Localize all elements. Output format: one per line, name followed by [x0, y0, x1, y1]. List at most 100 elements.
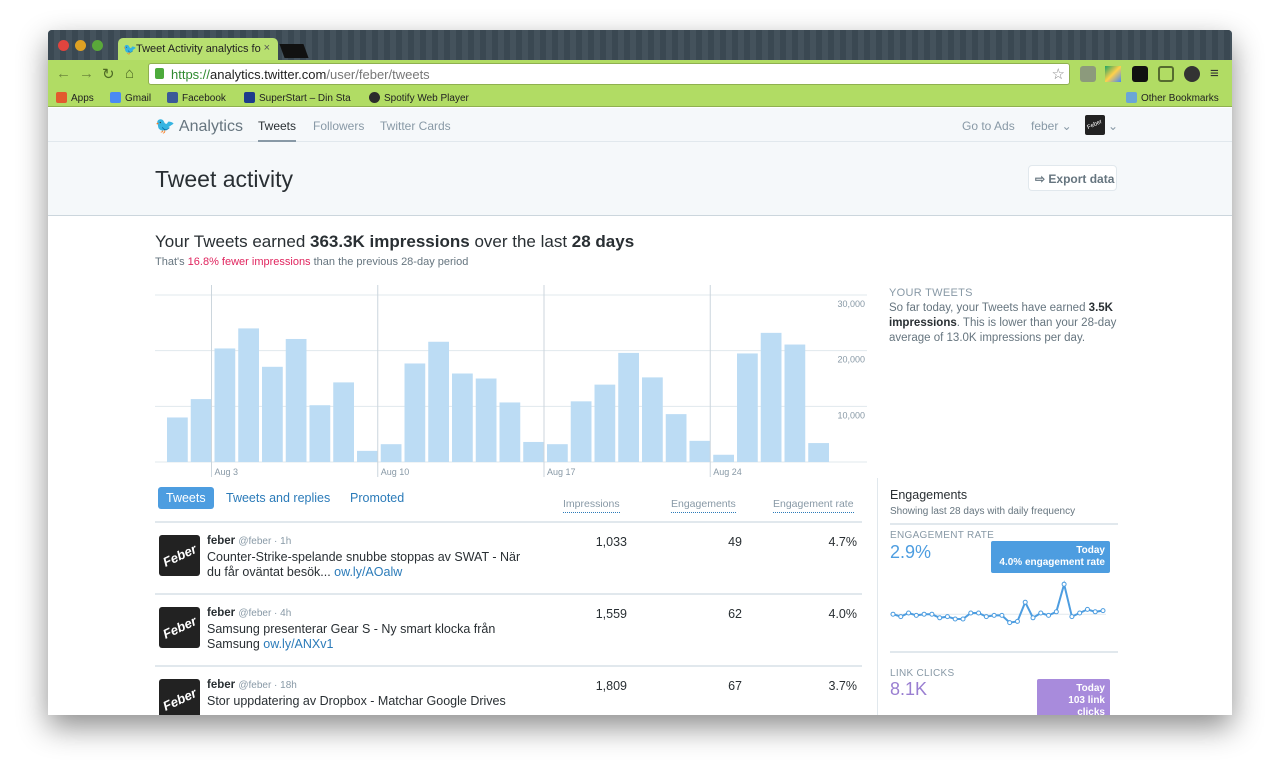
- tweet-link[interactable]: ow.ly/ANXv1: [263, 637, 334, 651]
- other-bookmarks[interactable]: Other Bookmarks: [1126, 92, 1219, 104]
- tab-close-icon[interactable]: ×: [263, 42, 270, 54]
- engagement-rate-value: 2.9%: [890, 542, 932, 562]
- avatar-text: Feber: [160, 541, 199, 570]
- column-impressions[interactable]: Impressions: [563, 498, 620, 513]
- sparkline-point: [890, 611, 896, 617]
- bookmark-label: Facebook: [182, 93, 226, 104]
- comparison-change: 16.8% fewer impressions: [187, 256, 311, 268]
- x-tick-label: Aug 17: [547, 467, 576, 477]
- divider: [890, 523, 1118, 525]
- tweet-meta: @feber · 4h: [238, 608, 292, 619]
- bookmark-gmail[interactable]: Gmail: [110, 92, 151, 104]
- address-bar[interactable]: https://analytics.twitter.com/user/feber…: [148, 63, 1070, 85]
- tweet-row[interactable]: Feber feber @feber · 1h Counter-Strike-s…: [155, 523, 862, 595]
- nav-tweets[interactable]: Tweets: [258, 119, 297, 143]
- bar: [285, 338, 307, 462]
- sparkline-point: [1061, 581, 1067, 587]
- bookmark-label: SuperStart – Din Sta: [259, 93, 351, 104]
- bookmark-facebook[interactable]: Facebook: [167, 92, 226, 104]
- bar: [357, 450, 378, 462]
- engagement-rate-tooltip: Today 4.0% engagement rate: [991, 541, 1110, 573]
- mail-extension-icon[interactable]: [1080, 66, 1096, 82]
- sparkline-point: [1092, 609, 1098, 615]
- divider: [155, 521, 862, 523]
- tweet-link[interactable]: ow.ly/AOalw: [334, 565, 403, 579]
- link-clicks-value: 8.1K: [890, 679, 928, 699]
- tab-tweets-and-replies[interactable]: Tweets and replies: [226, 491, 331, 505]
- tab-tweets[interactable]: Tweets: [158, 487, 214, 509]
- tweet-author[interactable]: feber: [207, 535, 236, 547]
- tweet-engagements: 49: [728, 535, 742, 549]
- back-icon[interactable]: ←: [56, 65, 71, 82]
- column-engagements[interactable]: Engagements: [671, 498, 736, 513]
- bookmark-spotify[interactable]: Spotify Web Player: [369, 92, 469, 104]
- comparison-text: than the previous 28-day period: [310, 256, 469, 268]
- bookmark-superstart[interactable]: SuperStart – Din Sta: [244, 92, 354, 104]
- x-tick-label: Aug 3: [215, 467, 239, 477]
- summary-text: over the last: [469, 232, 572, 251]
- avatar-text: Feber: [160, 613, 199, 642]
- engagements-title: Engagements: [890, 488, 968, 502]
- sparkline-point: [1053, 609, 1059, 615]
- cast-icon[interactable]: [1158, 66, 1174, 82]
- go-to-ads-link[interactable]: Go to Ads: [962, 119, 1015, 133]
- analytics-logo[interactable]: 🐦 Analytics: [155, 116, 243, 136]
- browser-tab[interactable]: 🐦 Tweet Activity analytics fo ×: [118, 38, 278, 60]
- close-window-button[interactable]: [58, 40, 69, 51]
- export-data-button[interactable]: ⇨ Export data: [1028, 165, 1117, 191]
- bookmark-apps[interactable]: Apps: [56, 92, 94, 104]
- brand-label: Analytics: [178, 118, 243, 135]
- reload-icon[interactable]: ↻: [102, 66, 115, 83]
- pocket-extension-icon[interactable]: [1184, 66, 1200, 82]
- sparkline-point: [983, 614, 989, 620]
- bar: [570, 401, 592, 462]
- owl-extension-icon[interactable]: [1132, 66, 1148, 82]
- avatar[interactable]: Feber: [159, 607, 200, 648]
- tweet-engagements: 62: [728, 607, 742, 621]
- impressions-comparison: That's 16.8% fewer impressions than the …: [155, 256, 468, 268]
- sparkline-point: [1030, 615, 1036, 621]
- minimize-window-button[interactable]: [75, 40, 86, 51]
- column-engagement-rate[interactable]: Engagement rate: [773, 498, 854, 513]
- account-avatar[interactable]: Feber: [1085, 115, 1105, 135]
- user-menu[interactable]: feber ⌄: [1031, 119, 1072, 133]
- forward-icon[interactable]: →: [79, 65, 94, 82]
- tab-promoted[interactable]: Promoted: [350, 491, 405, 505]
- menu-icon[interactable]: ≡: [1210, 65, 1219, 82]
- nav-followers[interactable]: Followers: [313, 119, 365, 133]
- engagements-subtitle: Showing last 28 days with daily frequenc…: [890, 506, 1076, 517]
- sparkline-point: [1100, 608, 1106, 614]
- tweet-engagements: 67: [728, 679, 742, 693]
- lock-icon: [155, 68, 164, 79]
- browser-window: 🐦 Tweet Activity analytics fo × ← → ↻ ⌂ …: [48, 30, 1232, 715]
- nav-twitter-cards[interactable]: Twitter Cards: [380, 119, 451, 133]
- engagements-panel: Engagements Showing last 28 days with da…: [877, 478, 1118, 715]
- top-navigation: 🐦 Analytics Tweets Followers Twitter Card…: [48, 108, 1232, 143]
- your-tweets-text: . This is lower than your 28-day average…: [889, 317, 1117, 344]
- tweet-author[interactable]: feber: [207, 679, 236, 691]
- bar: [214, 348, 236, 462]
- home-icon[interactable]: ⌂: [125, 65, 135, 82]
- comparison-text: That's: [155, 256, 188, 268]
- sparkline-point: [913, 612, 919, 618]
- bar: [190, 399, 212, 462]
- avatar[interactable]: Feber: [159, 535, 200, 576]
- y-tick-label: 20,000: [837, 355, 865, 365]
- sparkline-point: [906, 610, 912, 616]
- zoom-window-button[interactable]: [92, 40, 103, 51]
- sparkline-point: [991, 612, 997, 618]
- tweet-row[interactable]: Feber feber @feber · 4h Samsung presente…: [155, 595, 862, 667]
- bookmark-star-icon[interactable]: ☆: [1051, 66, 1065, 83]
- bar: [262, 366, 283, 462]
- sparkline-point: [1069, 614, 1075, 620]
- bookmark-label: Apps: [71, 93, 94, 104]
- page-header: Tweet activity ⇨ Export data: [48, 142, 1232, 216]
- chevron-down-icon[interactable]: ⌄: [1108, 119, 1119, 133]
- new-tab-button[interactable]: [279, 44, 309, 58]
- avatar[interactable]: Feber: [159, 679, 200, 715]
- avatar-text: Feber: [160, 685, 199, 714]
- tweet-text: Samsung presenterar Gear S - Ny smart kl…: [207, 622, 496, 651]
- tweet-author[interactable]: feber: [207, 607, 236, 619]
- drive-extension-icon[interactable]: [1105, 66, 1121, 82]
- tweet-row[interactable]: Feber feber @feber · 18h Stor uppdaterin…: [155, 667, 862, 715]
